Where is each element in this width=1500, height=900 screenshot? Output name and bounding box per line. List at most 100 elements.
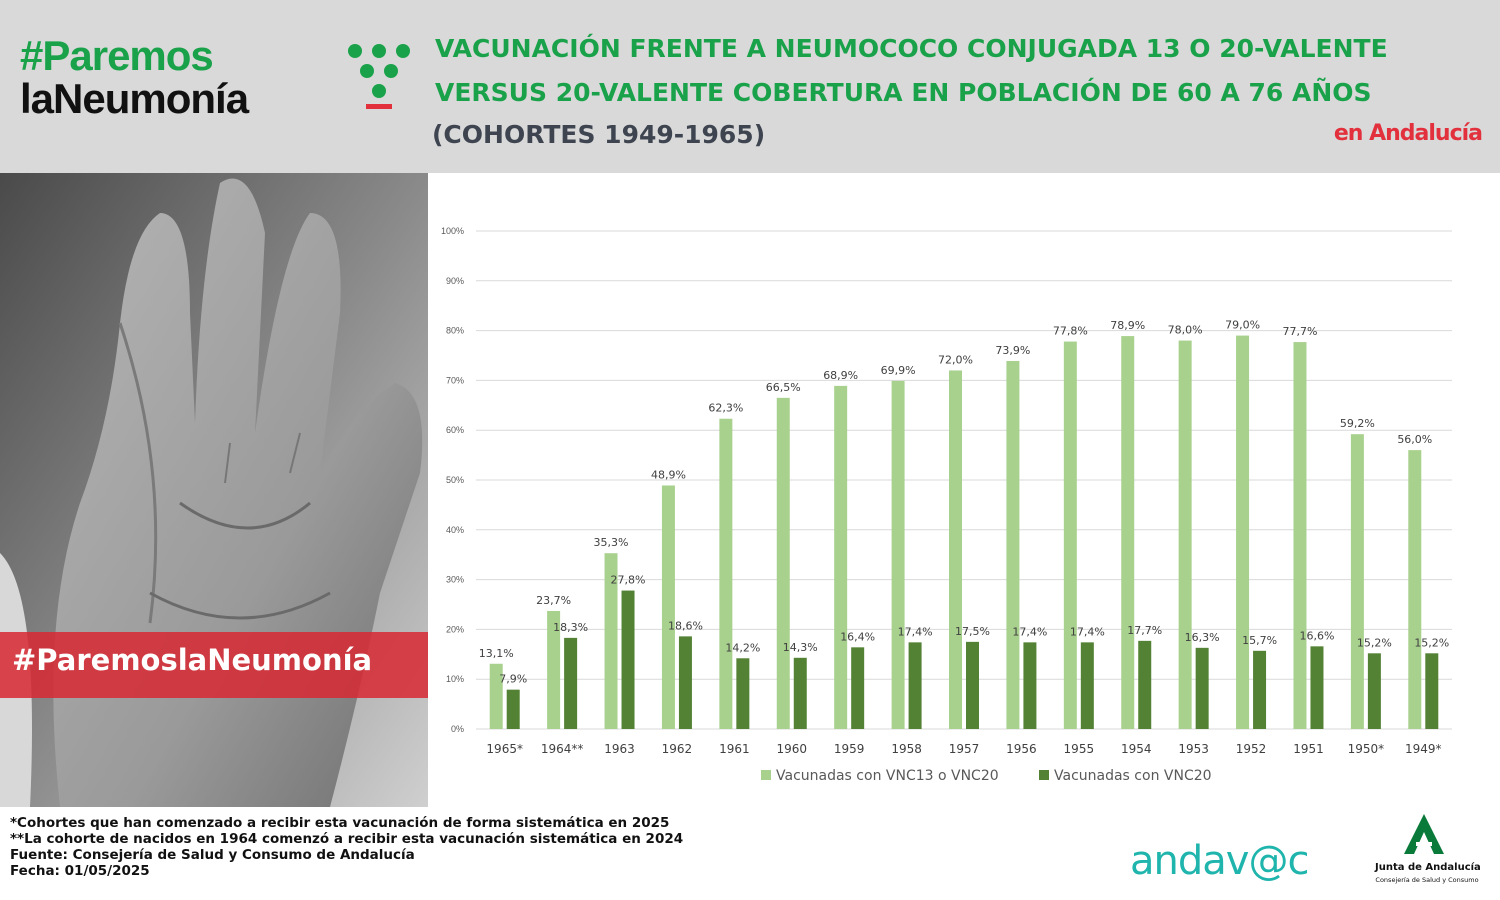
bar-vnc13-or-vnc20 bbox=[1006, 360, 1020, 729]
data-label: 16,3% bbox=[1185, 631, 1220, 644]
bar-vnc20 bbox=[678, 636, 692, 729]
hashtag-banner bbox=[0, 632, 428, 698]
data-label: 78,0% bbox=[1168, 324, 1203, 337]
bar-vnc20 bbox=[1195, 647, 1209, 729]
y-tick-label: 40% bbox=[446, 525, 464, 535]
x-tick-label: 1961 bbox=[719, 742, 750, 756]
bar-vnc13-or-vnc20 bbox=[891, 380, 905, 729]
data-label: 13,1% bbox=[479, 647, 514, 660]
data-label: 16,6% bbox=[1299, 629, 1334, 642]
bar-vnc20 bbox=[736, 658, 750, 729]
bar-vnc20 bbox=[1367, 653, 1381, 729]
bar-vnc13-or-vnc20 bbox=[489, 663, 503, 729]
x-tick-label: 1957 bbox=[949, 742, 980, 756]
x-tick-label: 1949* bbox=[1405, 742, 1442, 756]
legend-swatch bbox=[761, 770, 771, 780]
bar-vnc20 bbox=[908, 642, 922, 729]
x-tick-label: 1953 bbox=[1178, 742, 1209, 756]
y-tick-label: 60% bbox=[446, 425, 464, 435]
x-tick-label: 1964** bbox=[541, 742, 584, 756]
bar-vnc13-or-vnc20 bbox=[604, 553, 618, 729]
data-label: 72,0% bbox=[938, 353, 973, 366]
bar-vnc13-or-vnc20 bbox=[1408, 450, 1422, 729]
bar-vnc20 bbox=[1080, 642, 1094, 729]
legend-swatch bbox=[1039, 770, 1049, 780]
bar-vnc13-or-vnc20 bbox=[1236, 335, 1250, 729]
x-tick-label: 1956 bbox=[1006, 742, 1037, 756]
footnotes: *Cohortes que han comenzado a recibir es… bbox=[10, 815, 683, 879]
data-label: 14,3% bbox=[783, 641, 818, 654]
x-tick-label: 1959 bbox=[834, 742, 865, 756]
bar-vnc20 bbox=[621, 590, 635, 729]
junta-andalucia-department: Consejería de Salud y Consumo bbox=[1375, 876, 1479, 884]
andavac-logo: andav@c bbox=[1130, 838, 1309, 884]
x-tick-label: 1965* bbox=[486, 742, 523, 756]
data-label: 17,4% bbox=[1070, 625, 1105, 638]
data-label: 62,3% bbox=[708, 402, 743, 415]
junta-andalucia-name: Junta de Andalucía bbox=[1375, 862, 1481, 873]
data-label: 77,7% bbox=[1282, 325, 1317, 338]
bar-vnc20 bbox=[966, 641, 979, 729]
header-banner: #Paremos laNeumonía VACUNACIÓN FRENTE A … bbox=[0, 0, 1500, 173]
y-tick-label: 10% bbox=[446, 674, 464, 684]
y-tick-label: 0% bbox=[451, 724, 464, 734]
bar-vnc13-or-vnc20 bbox=[719, 418, 733, 729]
x-tick-label: 1958 bbox=[891, 742, 922, 756]
y-tick-label: 20% bbox=[446, 624, 464, 634]
data-label: 18,6% bbox=[668, 619, 703, 632]
hashtag-banner-text: #ParemoslaNeumonía bbox=[12, 643, 373, 677]
y-tick-label: 50% bbox=[446, 475, 464, 485]
data-label: 17,4% bbox=[898, 625, 933, 638]
logo-campaign-name: laNeumonía bbox=[20, 75, 249, 122]
y-tick-label: 80% bbox=[446, 326, 464, 336]
junta-andalucia-logo-icon bbox=[1404, 814, 1444, 854]
data-label: 16,4% bbox=[840, 630, 875, 643]
data-label: 18,3% bbox=[553, 621, 588, 634]
vaccination-bar-chart: 0% 10% 20% 30% 40% 50% 60% 70% 80% 90% 100% 13,1% 7,… bbox=[441, 226, 1452, 784]
footnote-cohorts-2025: *Cohortes que han comenzado a recibir es… bbox=[10, 815, 670, 831]
bar-vnc13-or-vnc20 bbox=[1121, 336, 1135, 729]
bar-vnc13-or-vnc20 bbox=[949, 370, 962, 729]
footnote-cohort-1964: **La cohorte de nacidos en 1964 comenzó … bbox=[10, 831, 684, 847]
bar-vnc13-or-vnc20 bbox=[661, 485, 675, 729]
data-label: 27,8% bbox=[611, 574, 646, 587]
bar-vnc20 bbox=[1310, 646, 1324, 729]
data-label: 73,9% bbox=[995, 344, 1030, 357]
x-tick-label: 1960 bbox=[776, 742, 807, 756]
data-label: 35,3% bbox=[594, 536, 629, 549]
data-label: 78,9% bbox=[1110, 319, 1145, 332]
source-note: Fuente: Consejería de Salud y Consumo de… bbox=[10, 847, 415, 863]
data-label: 59,2% bbox=[1340, 417, 1375, 430]
date-note: Fecha: 01/05/2025 bbox=[10, 863, 150, 879]
data-label: 17,7% bbox=[1127, 624, 1162, 637]
data-label: 79,0% bbox=[1225, 319, 1260, 332]
data-label: 66,5% bbox=[766, 381, 801, 394]
bar-vnc13-or-vnc20 bbox=[834, 385, 848, 729]
bar-vnc20 bbox=[1138, 640, 1152, 729]
hand-photo bbox=[0, 173, 428, 807]
data-label: 68,9% bbox=[823, 369, 858, 382]
y-tick-label: 30% bbox=[446, 575, 464, 585]
data-label: 56,0% bbox=[1397, 433, 1432, 446]
bar-vnc20 bbox=[506, 689, 520, 729]
x-tick-label: 1963 bbox=[604, 742, 635, 756]
x-tick-label: 1950* bbox=[1348, 742, 1385, 756]
legend-label: Vacunadas con VNC20 bbox=[1054, 768, 1212, 784]
x-tick-label: 1954 bbox=[1121, 742, 1152, 756]
bar-vnc20 bbox=[1425, 653, 1439, 729]
x-tick-label: 1955 bbox=[1064, 742, 1095, 756]
data-label: 15,7% bbox=[1242, 634, 1277, 647]
logo-hashtag: #Paremos bbox=[20, 32, 214, 79]
y-tick-label: 100% bbox=[441, 226, 464, 236]
x-tick-label: 1962 bbox=[662, 742, 693, 756]
bar-vnc13-or-vnc20 bbox=[1063, 341, 1077, 729]
bar-vnc13-or-vnc20 bbox=[1293, 342, 1307, 729]
bar-vnc13-or-vnc20 bbox=[1350, 434, 1364, 729]
bar-vnc13-or-vnc20 bbox=[547, 610, 561, 729]
chart-title-line-2: VERSUS 20-VALENTE COBERTURA EN POBLACIÓN… bbox=[435, 78, 1372, 107]
data-label: 15,2% bbox=[1357, 636, 1392, 649]
raised-hand-image bbox=[0, 173, 428, 807]
chart-title-line-1: VACUNACIÓN FRENTE A NEUMOCOCO CONJUGADA … bbox=[435, 34, 1388, 63]
bar-vnc20 bbox=[564, 637, 578, 729]
chart-subtitle: (COHORTES 1949-1965) bbox=[432, 120, 766, 149]
